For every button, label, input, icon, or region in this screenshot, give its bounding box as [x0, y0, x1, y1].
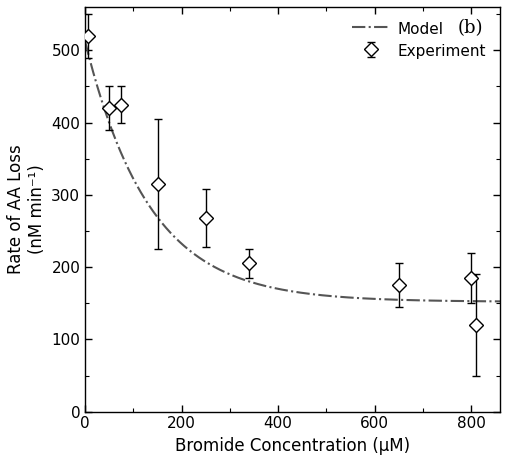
Model	[409, 298, 415, 303]
Line: Model: Model	[85, 42, 500, 301]
Model	[497, 298, 503, 304]
Y-axis label: Rate of AA Loss
(nM min⁻¹): Rate of AA Loss (nM min⁻¹)	[7, 145, 46, 274]
X-axis label: Bromide Concentration (μM): Bromide Concentration (μM)	[175, 437, 410, 455]
Model	[284, 288, 290, 293]
Legend: Model, Experiment: Model, Experiment	[346, 15, 492, 65]
Text: (b): (b)	[458, 19, 484, 37]
Model	[485, 298, 491, 304]
Model	[82, 39, 88, 45]
Model	[485, 298, 491, 304]
Model	[273, 286, 279, 291]
Model	[103, 112, 110, 117]
